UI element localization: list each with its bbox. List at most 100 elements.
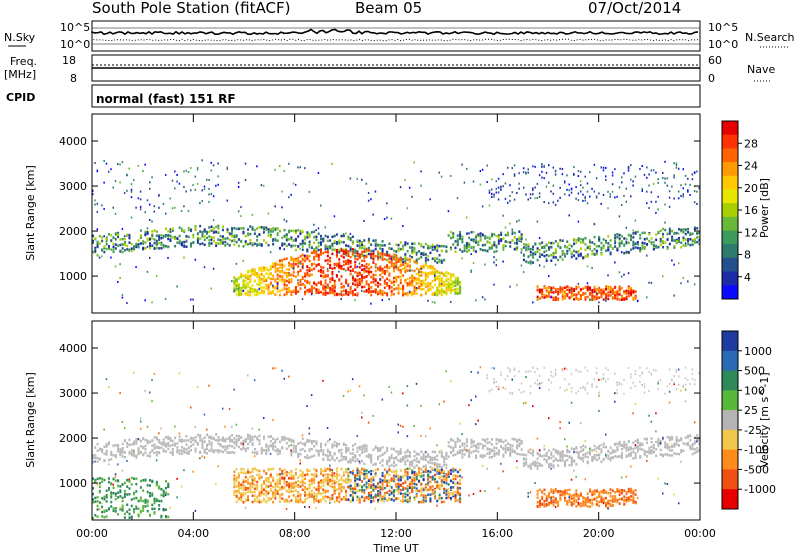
velocity-data-cell — [372, 476, 374, 479]
power-data-cell — [379, 265, 381, 268]
power-data-cell — [614, 240, 616, 243]
power-data-cell — [498, 187, 500, 189]
power-data-cell — [671, 230, 673, 233]
velocity-data-cell — [363, 489, 365, 492]
velocity-data-cell — [295, 485, 297, 488]
velocity-data-cell — [327, 440, 329, 443]
power-data-cell — [158, 247, 160, 250]
power-data-cell — [128, 168, 130, 170]
power-data-cell — [452, 236, 454, 239]
velocity-data-cell — [322, 470, 324, 473]
power-data-cell — [402, 287, 404, 290]
power-data-cell — [272, 243, 274, 246]
power-data-cell — [277, 263, 279, 266]
power-data-cell — [448, 272, 450, 275]
power-data-cell — [527, 172, 529, 174]
power-data-cell — [641, 190, 643, 192]
power-data-cell — [231, 230, 233, 233]
power-data-cell — [664, 241, 666, 244]
power-data-cell — [689, 238, 691, 241]
velocity-data-cell — [284, 479, 286, 482]
velocity-data-cell — [286, 508, 288, 510]
power-data-cell — [363, 265, 365, 268]
power-data-cell — [354, 255, 356, 258]
velocity-data-cell — [338, 487, 340, 490]
power-data-cell — [594, 290, 596, 293]
power-data-cell — [532, 248, 534, 251]
power-data-cell — [370, 276, 372, 279]
velocity-data-cell — [140, 445, 142, 448]
velocity-data-cell — [350, 471, 352, 474]
power-data-cell — [632, 236, 634, 239]
power-data-cell — [578, 239, 580, 242]
power-data-cell — [543, 245, 545, 248]
velocity-data-cell — [261, 491, 263, 494]
power-data-cell — [413, 242, 415, 245]
power-data-cell — [413, 247, 415, 250]
velocity-data-cell — [302, 484, 304, 487]
power-data-cell — [409, 282, 411, 285]
power-data-cell — [322, 275, 324, 278]
power-data-cell — [610, 294, 612, 297]
velocity-data-cell — [256, 438, 258, 441]
velocity-data-cell — [254, 379, 256, 381]
power-data-cell — [119, 244, 121, 247]
power-data-cell — [229, 244, 231, 247]
velocity-data-cell — [258, 470, 260, 473]
power-data-cell — [313, 262, 315, 265]
power-data-cell — [270, 273, 272, 276]
power-data-cell — [375, 280, 377, 283]
velocity-data-cell — [370, 473, 372, 476]
power-data-cell — [122, 297, 124, 299]
velocity-data-cell — [154, 498, 156, 501]
velocity-data-cell — [325, 480, 327, 483]
power-data-cell — [468, 237, 470, 240]
power-data-cell — [619, 298, 621, 301]
power-data-cell — [361, 255, 363, 258]
power-data-cell — [489, 237, 491, 240]
power-data-cell — [240, 215, 242, 217]
power-data-cell — [553, 256, 555, 259]
power-data-cell — [420, 271, 422, 274]
velocity-data-cell — [327, 473, 329, 476]
velocity-data-cell — [293, 484, 295, 487]
power-data-cell — [384, 282, 386, 285]
power-data-cell — [628, 292, 630, 295]
power-data-cell — [546, 290, 548, 293]
power-data-cell — [277, 290, 279, 293]
velocity-data-cell — [165, 508, 167, 511]
power-data-cell — [329, 260, 331, 263]
power-data-cell — [256, 293, 258, 296]
velocity-data-cell — [268, 469, 270, 472]
power-data-cell — [368, 288, 370, 291]
power-data-cell — [304, 236, 306, 239]
velocity-data-cell — [110, 501, 112, 504]
power-data-cell — [322, 266, 324, 269]
power-data-cell — [256, 272, 258, 275]
power-data-cell — [261, 292, 263, 295]
power-data-cell — [306, 291, 308, 294]
power-data-cell — [589, 248, 591, 251]
power-data-cell — [459, 283, 461, 286]
velocity-data-cell — [115, 476, 117, 478]
velocity-data-cell — [336, 477, 338, 480]
power-data-cell — [423, 265, 425, 268]
velocity-data-cell — [115, 473, 117, 475]
power-data-cell — [543, 287, 545, 290]
velocity-data-cell — [176, 451, 178, 454]
velocity-data-cell — [208, 385, 210, 387]
velocity-data-cell — [366, 469, 368, 472]
power-data-cell — [252, 244, 254, 247]
power-data-cell — [550, 246, 552, 249]
velocity-data-cell — [304, 488, 306, 491]
power-data-cell — [350, 262, 352, 265]
power-data-cell — [594, 288, 596, 291]
power-data-cell — [566, 293, 568, 296]
power-data-cell — [370, 266, 372, 269]
power-data-cell — [523, 259, 525, 262]
power-data-cell — [368, 241, 370, 244]
power-data-cell — [411, 250, 413, 253]
velocity-data-cell — [325, 491, 327, 494]
velocity-data-cell — [270, 468, 272, 471]
